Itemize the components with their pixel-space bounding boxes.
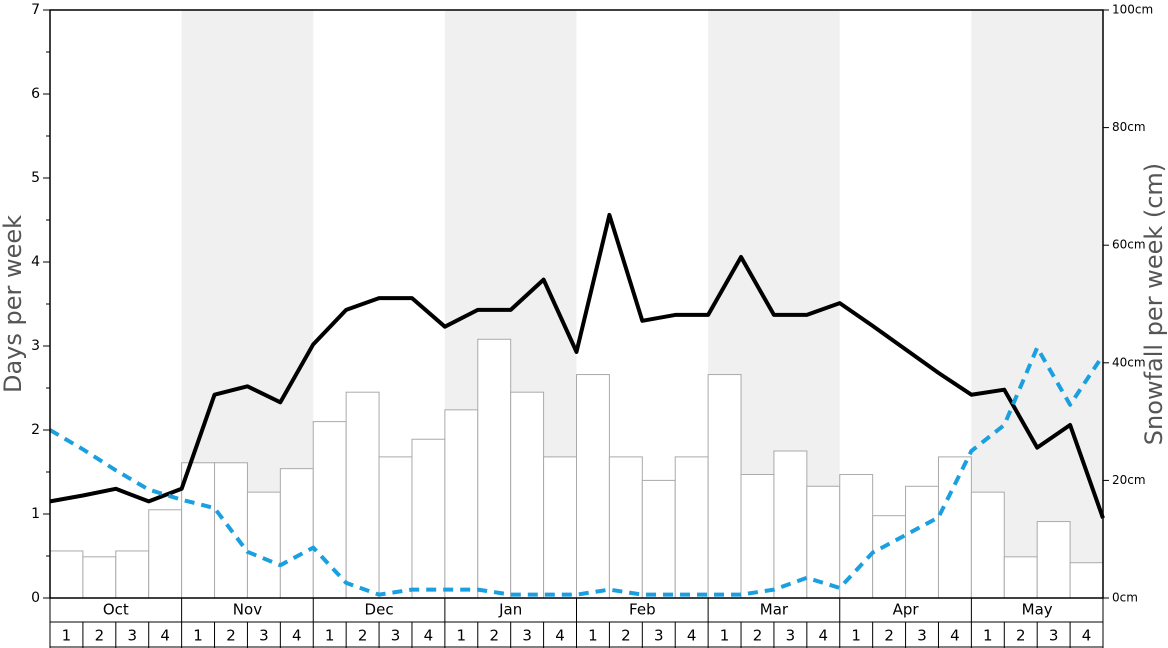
y-tick-label: 7: [31, 2, 40, 18]
week-label: 1: [851, 627, 861, 645]
bar: [411, 438, 446, 599]
bar: [707, 374, 742, 599]
week-label: 4: [292, 627, 302, 645]
week-label: 1: [325, 627, 335, 645]
bar: [181, 462, 216, 599]
week-label: 4: [819, 627, 829, 645]
week-label: 4: [1082, 627, 1092, 645]
y2-axis-label: Snowfall per week (cm): [1140, 163, 1168, 445]
week-label: 4: [555, 627, 565, 645]
week-label: 3: [522, 627, 532, 645]
y2-tick-label: 100cm: [1112, 3, 1153, 17]
y-tick-label: 5: [31, 170, 40, 186]
bar: [49, 550, 84, 599]
week-label: 2: [884, 627, 894, 645]
week-label: 2: [1016, 627, 1026, 645]
bar: [806, 485, 841, 599]
week-label: 3: [391, 627, 401, 645]
week-label: 3: [917, 627, 927, 645]
week-label: 3: [786, 627, 796, 645]
week-label: 3: [127, 627, 137, 645]
week-label: 3: [1049, 627, 1059, 645]
bar: [1036, 521, 1071, 599]
line: [48, 345, 1105, 597]
bar: [773, 450, 808, 599]
bar: [1069, 562, 1104, 599]
bar: [279, 468, 314, 599]
month-label: Mar: [760, 601, 789, 619]
y-tick-label: 3: [31, 338, 40, 354]
bar: [246, 491, 281, 599]
bar: [312, 421, 347, 599]
week-label: 2: [226, 627, 236, 645]
week-label: 1: [457, 627, 467, 645]
week-label: 1: [62, 627, 72, 645]
y-tick-label: 4: [31, 254, 40, 270]
week-label: 2: [753, 627, 763, 645]
bar: [608, 456, 643, 599]
week-label: 4: [950, 627, 960, 645]
bar: [543, 456, 577, 599]
week-label: 4: [687, 627, 697, 645]
bar: [1003, 556, 1038, 599]
bar: [510, 391, 545, 599]
y2-tick-label: 20cm: [1112, 473, 1146, 487]
month-label: Oct: [103, 601, 129, 619]
bar: [872, 515, 907, 599]
y-tick-label: 1: [31, 506, 40, 522]
bar: [444, 409, 479, 599]
line: [49, 212, 1105, 519]
y-axis-label: Days per week: [0, 215, 27, 393]
y-tick-label: 6: [31, 86, 40, 102]
bar: [576, 374, 610, 599]
bar: [740, 474, 775, 599]
y2-tick-label: 80cm: [1112, 120, 1146, 134]
bar: [345, 391, 380, 599]
y2-tick-label: 40cm: [1112, 355, 1146, 369]
month-label: May: [1022, 601, 1053, 619]
bar: [674, 456, 709, 599]
month-label: Dec: [365, 601, 394, 619]
month-label: Nov: [233, 601, 262, 619]
month-label: Apr: [893, 601, 920, 619]
week-label: 3: [259, 627, 269, 645]
bar: [970, 491, 1005, 599]
week-label: 1: [720, 627, 730, 645]
bar: [937, 456, 972, 599]
week-label: 1: [983, 627, 993, 645]
bar: [905, 485, 939, 599]
week-label: 1: [193, 627, 203, 645]
bar: [477, 338, 512, 599]
y2-tick-label: 0cm: [1112, 591, 1138, 605]
week-label: 2: [489, 627, 499, 645]
bar: [115, 550, 150, 599]
week-label: 4: [160, 627, 170, 645]
week-label: 2: [95, 627, 105, 645]
y2-tick-label: 60cm: [1112, 238, 1146, 252]
week-label: 4: [424, 627, 434, 645]
month-label: Feb: [629, 601, 656, 619]
y-tick-label: 2: [31, 422, 40, 438]
y-tick-label: 0: [31, 590, 40, 606]
bar: [641, 479, 676, 599]
bar: [82, 556, 117, 599]
month-label: Jan: [498, 601, 522, 619]
week-label: 2: [358, 627, 368, 645]
bar: [839, 474, 874, 599]
bar: [148, 509, 183, 599]
week-label: 2: [621, 627, 631, 645]
week-label: 1: [588, 627, 598, 645]
week-label: 3: [654, 627, 664, 645]
bar: [378, 456, 413, 599]
